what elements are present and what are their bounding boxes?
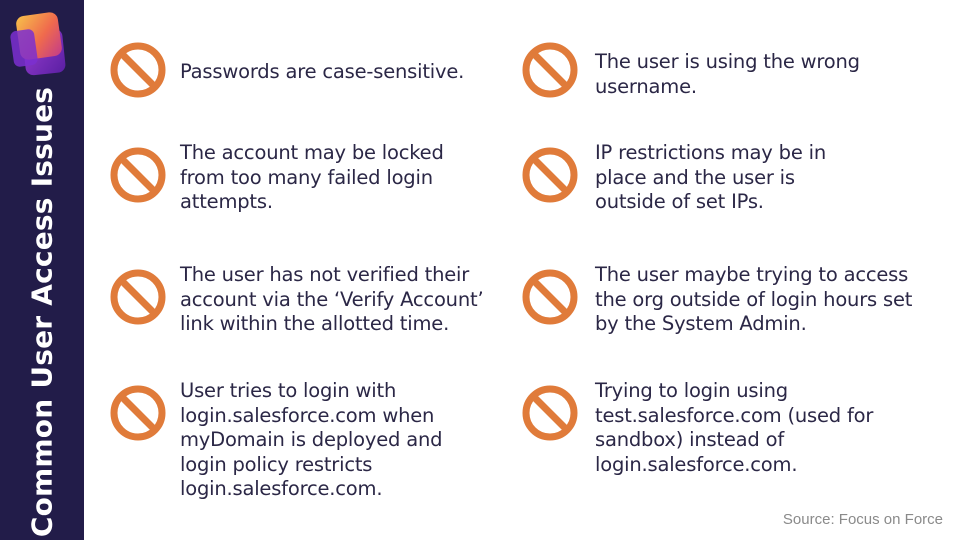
page-title: Common User Access Issues [25,86,59,538]
no-entry-icon [522,147,578,203]
no-entry-icon [110,42,166,98]
issue-text-ip-restrictions: IP restrictions may be in place and the … [595,141,826,213]
no-entry-icon [110,147,166,203]
brand-logo-icon [10,12,66,76]
issue-text-mydomain-login: User tries to login with login.salesforc… [180,379,443,500]
no-entry-icon [110,385,166,441]
issue-text-case-sensitive: Passwords are case-sensitive. [180,60,465,83]
no-entry-icon [522,385,578,441]
issue-text-account-locked: The account may be locked from too many … [180,141,444,213]
no-entry-icon [110,269,166,325]
issue-text-test-salesforce: Trying to login using test.salesforce.co… [595,379,874,476]
issue-text-not-verified: The user has not verified their account … [180,263,484,335]
sidebar: Common User Access Issues [0,0,84,540]
source-credit: Source: Focus on Force [782,511,943,528]
issue-text-wrong-username: The user is using the wrong username. [595,50,860,98]
issue-text-login-hours: The user maybe trying to access the org … [595,263,913,335]
no-entry-icon [522,42,578,98]
no-entry-icon [522,269,578,325]
